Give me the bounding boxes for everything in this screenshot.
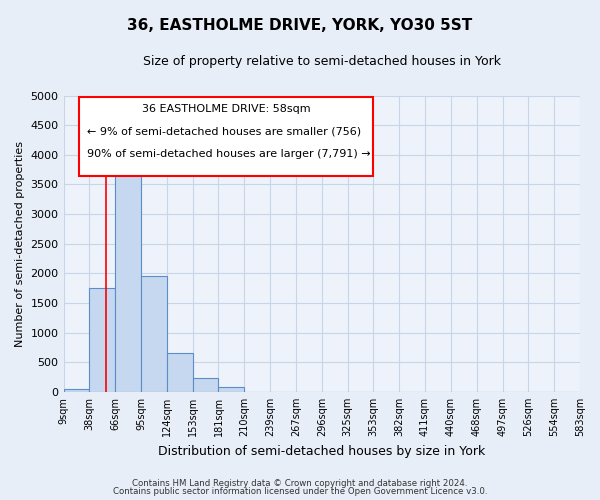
Bar (64, 389, 89, 392)
Text: Contains public sector information licensed under the Open Government Licence v3: Contains public sector information licen… (113, 487, 487, 496)
Text: Contains HM Land Registry data © Crown copyright and database right 2024.: Contains HM Land Registry data © Crown c… (132, 478, 468, 488)
X-axis label: Distribution of semi-detached houses by size in York: Distribution of semi-detached houses by … (158, 444, 485, 458)
Bar (115, 154, 141, 392)
Y-axis label: Number of semi-detached properties: Number of semi-detached properties (15, 140, 25, 346)
FancyBboxPatch shape (79, 97, 373, 176)
Bar (141, 276, 167, 392)
Text: 36 EASTHOLME DRIVE: 58sqm: 36 EASTHOLME DRIVE: 58sqm (142, 104, 311, 115)
Text: ← 9% of semi-detached houses are smaller (756): ← 9% of semi-detached houses are smaller… (87, 126, 361, 136)
Text: 36, EASTHOLME DRIVE, YORK, YO30 5ST: 36, EASTHOLME DRIVE, YORK, YO30 5ST (127, 18, 473, 32)
Bar (193, 378, 218, 392)
Title: Size of property relative to semi-detached houses in York: Size of property relative to semi-detach… (143, 55, 501, 68)
Bar (89, 288, 115, 392)
Text: 90% of semi-detached houses are larger (7,791) →: 90% of semi-detached houses are larger (… (87, 149, 370, 159)
Bar (218, 387, 244, 392)
Bar (167, 353, 193, 392)
